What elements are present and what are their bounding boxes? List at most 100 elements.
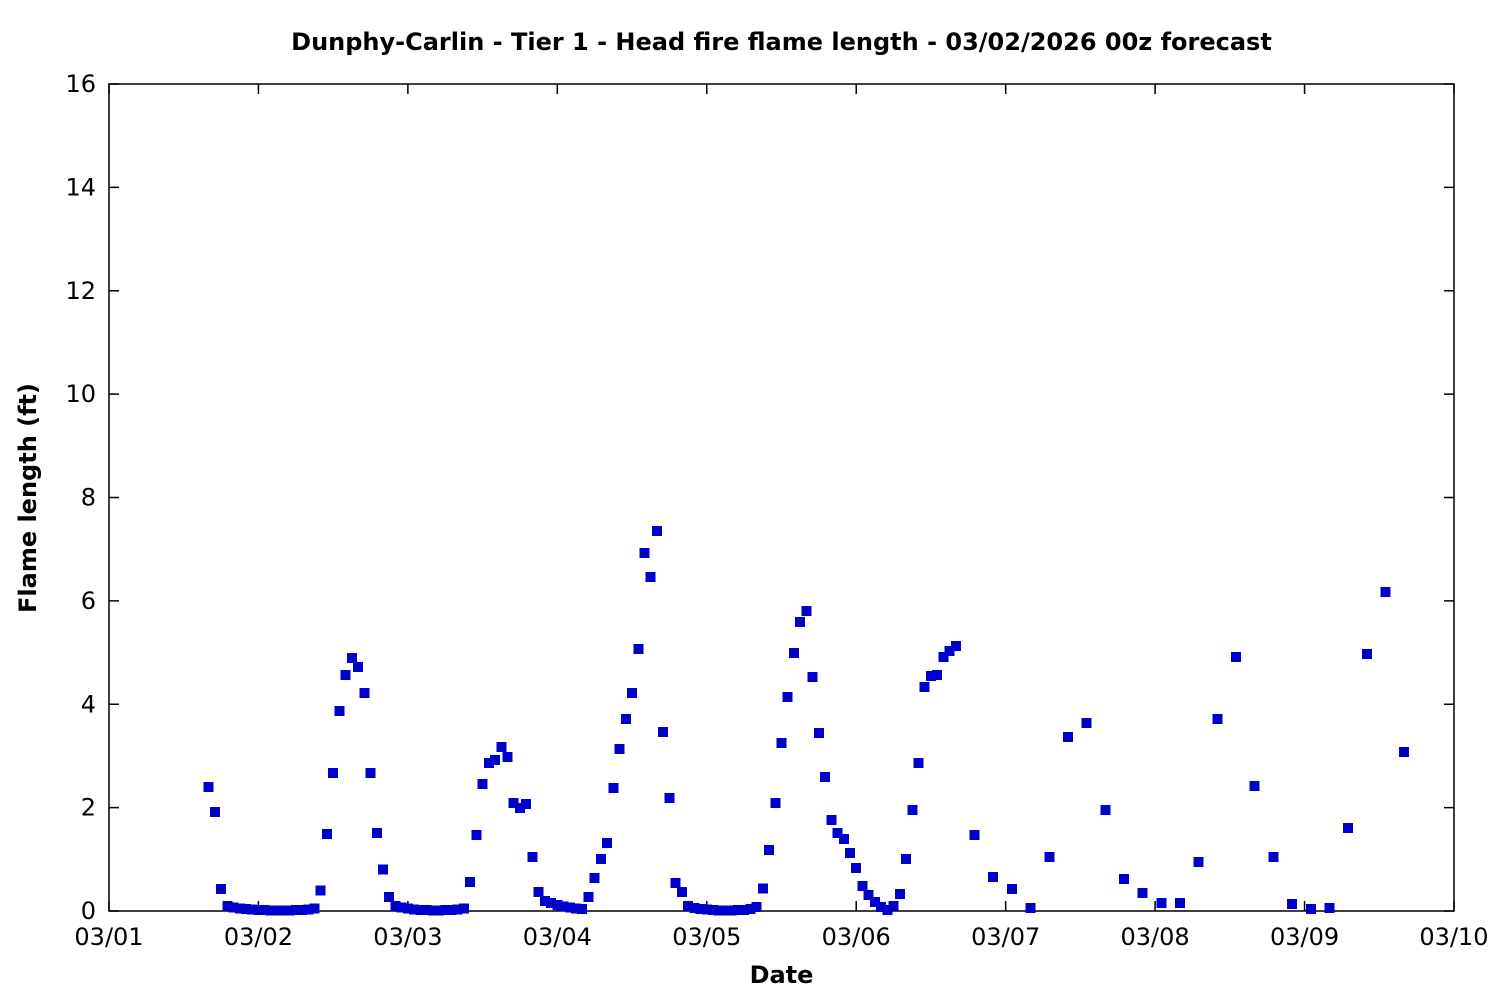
data-point	[907, 805, 918, 816]
data-point	[1361, 649, 1372, 660]
data-point	[1062, 731, 1073, 742]
data-point	[745, 903, 756, 914]
data-point	[278, 905, 289, 916]
data-point	[284, 905, 295, 916]
data-point	[795, 617, 806, 628]
data-point	[496, 742, 507, 753]
data-point	[739, 904, 750, 915]
x-tick-label: 03/04	[523, 923, 592, 951]
data-point	[950, 640, 961, 651]
data-point	[552, 899, 563, 910]
data-point	[209, 806, 220, 817]
data-point	[826, 815, 837, 826]
data-point	[533, 886, 544, 897]
data-point	[651, 526, 662, 537]
x-tick-label: 03/05	[672, 923, 741, 951]
x-tick-label: 03/02	[224, 923, 293, 951]
data-point	[776, 738, 787, 749]
y-tick-label: 14	[65, 173, 96, 201]
data-point	[521, 799, 532, 810]
data-point	[334, 705, 345, 716]
x-tick-label: 03/07	[971, 923, 1040, 951]
data-point	[944, 646, 955, 657]
data-point	[1399, 746, 1410, 757]
data-point	[1006, 883, 1017, 894]
data-point	[832, 827, 843, 838]
data-point	[514, 803, 525, 814]
y-tick-label: 2	[81, 794, 96, 822]
data-point	[925, 670, 936, 681]
data-point	[290, 904, 301, 915]
data-point	[216, 883, 227, 894]
data-point	[452, 904, 463, 915]
data-point	[751, 901, 762, 912]
data-point	[701, 904, 712, 915]
data-point	[683, 900, 694, 911]
data-point	[508, 797, 519, 808]
y-tick-label: 12	[65, 277, 96, 305]
data-point	[346, 653, 357, 664]
data-point	[1081, 717, 1092, 728]
data-point	[446, 904, 457, 915]
data-point	[1324, 902, 1335, 913]
data-point	[1249, 780, 1260, 791]
data-point	[571, 903, 582, 914]
data-point	[577, 903, 588, 914]
data-point	[844, 848, 855, 859]
data-point	[602, 837, 613, 848]
data-point	[539, 896, 550, 907]
data-point	[901, 853, 912, 864]
data-point	[583, 892, 594, 903]
data-point	[782, 692, 793, 703]
data-point	[558, 901, 569, 912]
data-point	[894, 888, 905, 899]
data-point	[247, 904, 258, 915]
data-point	[502, 751, 513, 762]
data-point	[1156, 898, 1167, 909]
data-point	[838, 834, 849, 845]
data-point	[732, 904, 743, 915]
chart-title: Dunphy-Carlin - Tier 1 - Head fire flame…	[291, 28, 1272, 56]
data-point	[770, 797, 781, 808]
data-point	[1231, 652, 1242, 663]
data-point	[913, 758, 924, 769]
data-point	[788, 648, 799, 659]
data-point	[869, 897, 880, 908]
data-point	[1100, 805, 1111, 816]
data-point	[670, 878, 681, 889]
data-point	[377, 864, 388, 875]
data-point	[359, 687, 370, 698]
data-point	[353, 662, 364, 673]
data-point	[471, 830, 482, 841]
data-point	[595, 853, 606, 864]
data-point	[882, 904, 893, 915]
data-point	[1044, 852, 1055, 863]
data-point	[969, 830, 980, 841]
data-point	[757, 883, 768, 894]
x-tick-label: 03/01	[74, 923, 143, 951]
data-point	[1343, 822, 1354, 833]
data-point	[465, 877, 476, 888]
data-point	[321, 828, 332, 839]
x-tick-label: 03/10	[1419, 923, 1488, 951]
data-point	[203, 781, 214, 792]
data-point	[726, 905, 737, 916]
x-tick-label: 03/09	[1270, 923, 1339, 951]
y-tick-label: 6	[81, 587, 96, 615]
data-point	[658, 727, 669, 738]
data-point	[888, 900, 899, 911]
data-point	[1305, 903, 1316, 914]
data-point	[627, 687, 638, 698]
data-point	[676, 886, 687, 897]
data-point	[390, 900, 401, 911]
data-point	[1025, 902, 1036, 913]
data-point	[527, 852, 538, 863]
data-point	[938, 652, 949, 663]
data-point	[340, 669, 351, 680]
data-point	[434, 905, 445, 916]
data-point	[608, 782, 619, 793]
data-point	[483, 758, 494, 769]
data-point	[371, 827, 382, 838]
data-point	[813, 728, 824, 739]
